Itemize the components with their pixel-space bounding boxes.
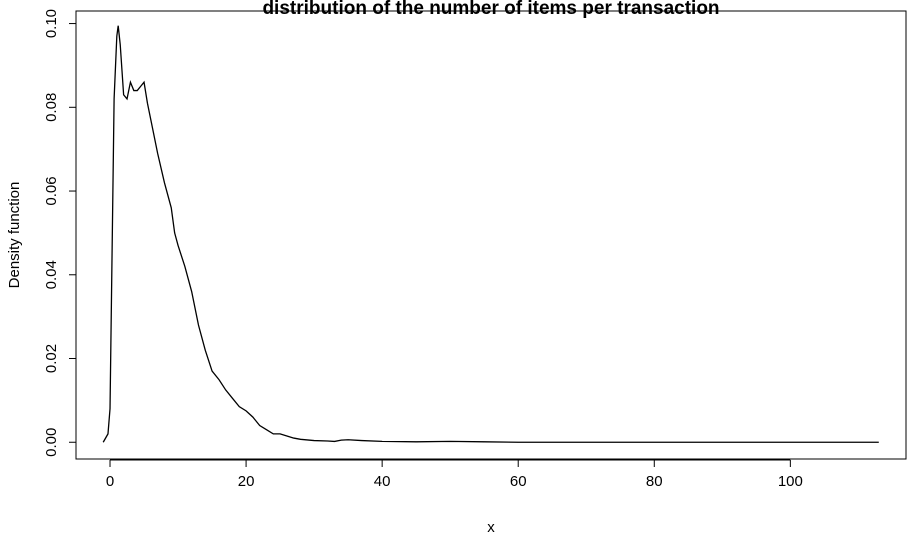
y-axis-label: Density function (6, 182, 23, 289)
x-tick-label: 100 (778, 473, 803, 490)
y-axis: 0.00 0.02 0.04 0.06 0.08 0.10 (43, 9, 77, 457)
x-tick-label: 0 (106, 473, 114, 490)
density-line (102, 25, 879, 443)
x-tick-label: 40 (374, 473, 391, 490)
x-tick-label: 80 (646, 473, 663, 490)
x-axis: 0 20 40 60 80 100 (106, 459, 803, 490)
x-axis-label: x (487, 519, 495, 536)
chart-title: distribution of the number of items per … (262, 0, 719, 19)
y-tick-label: 0.00 (43, 428, 60, 457)
y-tick-label: 0.02 (43, 344, 60, 373)
plot-frame (75, 10, 907, 460)
y-tick-label: 0.04 (43, 260, 60, 289)
y-tick-label: 0.06 (43, 176, 60, 205)
x-tick-label: 60 (510, 473, 527, 490)
y-tick-label: 0.08 (43, 93, 60, 122)
y-tick-label: 0.10 (43, 9, 60, 38)
x-tick-label: 20 (238, 473, 255, 490)
